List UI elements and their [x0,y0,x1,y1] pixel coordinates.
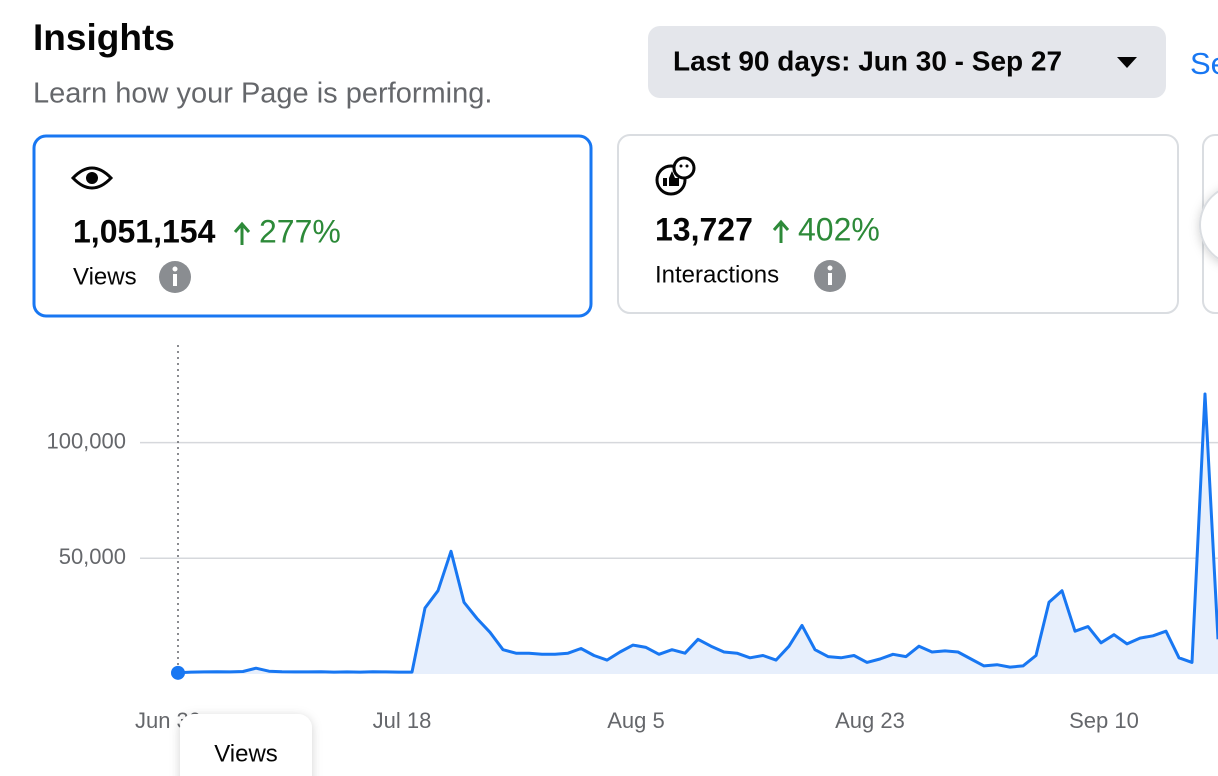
area [178,394,1218,674]
up-arrow [233,221,251,245]
interactions-change: 402% [798,211,880,247]
dropdown-caret [1117,57,1137,68]
views-value: 1,051,154 [73,213,216,249]
info-icon[interactable] [159,261,191,293]
interactions-value: 13,727 [655,211,753,247]
interactions-card[interactable] [617,134,1179,314]
reaction-icon [655,156,696,196]
y-tick-label: 50,000 [59,544,126,569]
up-arrow [772,219,790,243]
scroll-button[interactable] [1199,185,1218,265]
page-title: Insights [33,17,175,58]
tooltip-label: Views [214,740,278,767]
x-tick-label: Sep 10 [1069,708,1139,733]
views-change: 277% [259,213,341,249]
views-label: Views [73,263,137,290]
info-icon[interactable] [814,260,846,292]
hover-point [171,665,185,680]
tooltip [180,714,312,776]
eye-icon [70,166,114,190]
x-tick-label: Jul 18 [373,708,432,733]
y-tick-label: 100,000 [46,428,126,453]
line [177,392,1218,675]
date-range-button[interactable] [648,26,1166,98]
x-tick-label: Aug 23 [835,708,905,733]
date-range-label: Last 90 days: Jun 30 - Sep 27 [673,45,1062,76]
page-subtitle: Learn how your Page is performing. [33,78,492,110]
x-tick-label: Aug 5 [607,708,665,733]
interactions-label: Interactions [655,261,779,288]
see-all-link[interactable]: Se [1190,46,1218,81]
